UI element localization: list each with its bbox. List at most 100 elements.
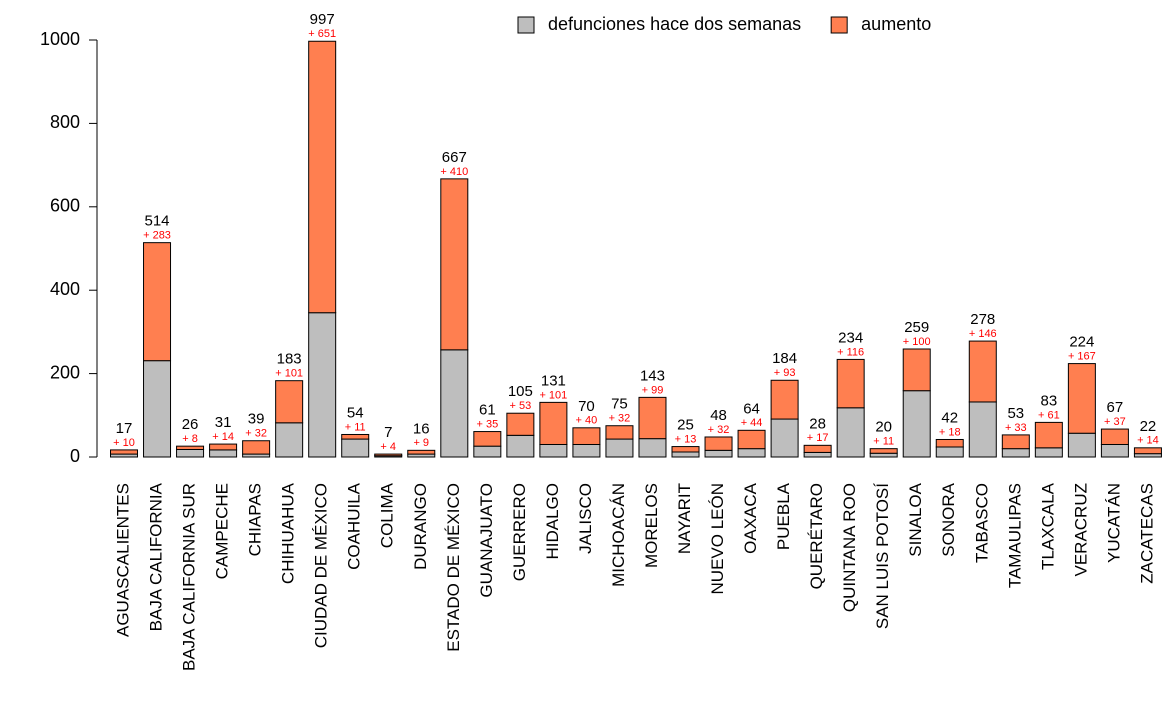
x-tick-label: AGUASCALIENTES <box>113 483 132 637</box>
bar-segment <box>440 349 469 458</box>
bar-segment <box>143 242 172 362</box>
x-tick-label: CIUDAD DE MÉXICO <box>312 483 331 648</box>
bar-segment <box>638 396 667 440</box>
x-tick-label: SONORA <box>939 482 958 556</box>
bar-segment <box>1100 443 1129 458</box>
bar-segment <box>737 448 766 458</box>
increase-label: + 13 <box>675 433 697 445</box>
bar-segment <box>1034 447 1063 458</box>
increase-label: + 61 <box>1038 409 1060 421</box>
total-label: 54 <box>347 404 364 421</box>
bar-segment <box>275 422 304 458</box>
bar-segment <box>869 448 898 454</box>
total-label: 224 <box>1069 334 1094 351</box>
increase-label: + 32 <box>708 424 730 436</box>
x-tick-label: TAMAULIPAS <box>1005 483 1024 588</box>
total-label: 39 <box>248 411 265 428</box>
x-tick-label: GUERRERO <box>510 483 529 581</box>
bar-segment <box>572 443 601 458</box>
bar-segment <box>1001 448 1030 458</box>
bar-segment <box>308 312 337 458</box>
increase-label: + 651 <box>308 28 336 40</box>
increase-label: + 116 <box>837 346 864 358</box>
x-tick-label: MICHOACÁN <box>609 483 628 587</box>
increase-label: + 410 <box>440 166 468 178</box>
x-tick-label: QUERÉTARO <box>807 483 826 589</box>
bar-segment <box>968 401 997 458</box>
increase-label: + 44 <box>741 417 763 429</box>
total-label: 7 <box>384 424 392 441</box>
total-label: 64 <box>743 400 760 417</box>
x-tick-label: SINALOA <box>906 482 925 556</box>
increase-label: + 93 <box>774 367 796 379</box>
bar-segment <box>176 445 205 450</box>
increase-label: + 18 <box>939 426 961 438</box>
x-tick-label: CHIAPAS <box>246 483 265 556</box>
total-label: 61 <box>479 402 496 419</box>
bar-segment <box>110 449 138 455</box>
increase-label: + 8 <box>182 433 198 445</box>
increase-label: + 32 <box>609 413 631 425</box>
total-label: 278 <box>970 311 995 328</box>
increase-label: + 33 <box>1005 422 1027 434</box>
bar-segment <box>341 433 370 440</box>
increase-label: + 37 <box>1104 416 1126 428</box>
increase-label: + 10 <box>113 437 135 449</box>
total-label: 514 <box>145 213 170 230</box>
increase-label: + 4 <box>380 441 396 453</box>
bar-segment <box>539 443 568 458</box>
increase-label: + 11 <box>873 436 894 448</box>
bar-segment <box>935 438 964 448</box>
bar-segment <box>737 429 766 450</box>
total-label: 42 <box>941 409 958 426</box>
x-tick-label: COLIMA <box>378 482 397 548</box>
total-label: 997 <box>310 11 335 28</box>
bar-segment <box>143 360 172 458</box>
bar-segment <box>1001 434 1030 450</box>
total-label: 259 <box>904 319 929 336</box>
x-tick-label: NAYARIT <box>675 483 694 554</box>
bar-segment <box>572 427 601 445</box>
bar-segment <box>1067 363 1096 434</box>
bar-segment <box>407 449 436 455</box>
bar-segment <box>341 438 370 458</box>
x-tick-label: OAXACA <box>741 482 760 554</box>
y-tick-label: 400 <box>50 279 80 299</box>
x-tick-label: SAN LUIS POTOSÍ <box>873 483 892 629</box>
increase-label: + 53 <box>510 400 532 412</box>
bar-segment <box>935 446 964 458</box>
bar-segment <box>242 440 271 455</box>
bar-segment <box>1034 421 1063 449</box>
total-label: 131 <box>541 372 566 389</box>
bar-segment <box>803 444 832 453</box>
bar-segment <box>902 348 931 392</box>
x-tick-label: CAMPECHE <box>213 483 232 579</box>
bar-segment <box>473 445 502 458</box>
x-tick-label: JALISCO <box>576 483 595 554</box>
total-label: 17 <box>116 420 133 437</box>
increase-label: + 146 <box>969 328 997 340</box>
bar-segment <box>770 379 799 420</box>
x-tick-label: CHIHUAHUA <box>279 482 298 584</box>
total-label: 20 <box>875 419 892 436</box>
bar-segment <box>473 431 502 447</box>
total-label: 25 <box>677 417 694 434</box>
total-label: 143 <box>640 367 665 384</box>
bar-segment <box>704 436 733 451</box>
increase-label: + 35 <box>476 418 498 430</box>
bar-segment <box>902 390 931 458</box>
bar-segment <box>209 443 238 451</box>
total-label: 83 <box>1040 392 1057 409</box>
x-tick-label: TLAXCALA <box>1038 482 1057 570</box>
bar-segment <box>836 407 865 458</box>
x-tick-label: BAJA CALIFORNIA <box>147 482 166 631</box>
increase-label: + 100 <box>903 336 931 348</box>
increase-label: + 283 <box>143 230 171 242</box>
bar-segment <box>968 340 997 403</box>
legend-label: defunciones hace dos semanas <box>548 14 801 34</box>
bar-segment <box>1133 447 1162 455</box>
bar-segment <box>704 449 733 458</box>
bar-segment <box>1067 432 1096 458</box>
total-label: 105 <box>508 383 533 400</box>
y-tick-label: 600 <box>50 196 80 216</box>
